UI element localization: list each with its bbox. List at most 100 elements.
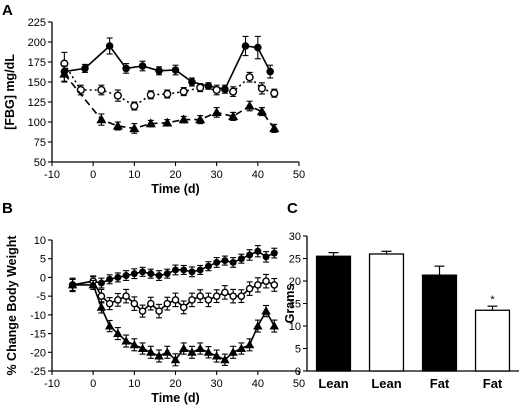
panel-b-series-3-triangle-point	[67, 280, 78, 289]
panel-b-x-tick-label: 10	[128, 378, 140, 390]
panel-c-category-label: Fat	[430, 376, 450, 391]
panel-c-bar	[315, 255, 352, 372]
panel-b-series-1-filled-circle-point	[246, 251, 254, 259]
panel-b-y-tick-label: -15	[30, 329, 46, 341]
panel-c-chart: 0 5 10 15 20 25 30 Grams Lean Lean Fat Fat *	[283, 231, 519, 391]
panel-a-series-3-triangle-point	[59, 68, 70, 78]
panel-a-series-1-filled-circle-point	[105, 42, 114, 50]
panel-a-x-tick-label: -10	[44, 169, 60, 181]
panel-a-series-3-triangle-point	[195, 114, 206, 124]
panel-b-y-tick-label: -5	[36, 291, 46, 303]
panel-b-x-tick-label: 50	[293, 378, 305, 390]
panel-a-series-1-filled-circle-point	[122, 64, 130, 73]
panel-a-series-3-triangle-point	[96, 114, 107, 124]
panel-a-series-3-triangle-point	[256, 106, 268, 116]
panel-b-series-2-open-circle-point	[229, 292, 237, 300]
panel-b-series-3-triangle-point	[179, 343, 189, 352]
panel-b-series-1-filled-circle-point	[155, 272, 163, 280]
panel-b-letter: B	[2, 200, 13, 217]
panel-b-y-axis-title: % Change Body Weight	[5, 235, 19, 376]
panel-a-series-3-triangle-point	[145, 118, 156, 128]
panel-c-significance-mark: *	[490, 294, 495, 306]
panel-a-series-1-filled-circle-point	[241, 42, 250, 50]
panel-b-series-2-open-circle-point	[221, 288, 229, 297]
panel-b-x-tick-label: 30	[211, 378, 223, 390]
panel-b-series-2-open-circle-point	[155, 307, 163, 315]
panel-a-series-3-triangle-point	[269, 123, 280, 133]
panel-b-series-1-filled-circle-point	[114, 273, 122, 281]
panel-a-series-2-open-circle-point	[196, 83, 205, 92]
panel-b-series-1-filled-circle-point	[97, 279, 105, 287]
panel-a-series-3-triangle-point	[211, 107, 222, 117]
panel-b-series-3-triangle-point	[203, 347, 214, 356]
panel-a-series-3-triangle-point	[162, 117, 173, 127]
panel-a-series-1-line	[64, 44, 271, 91]
panel-b-series-1-filled-circle-point	[188, 268, 196, 276]
panel-b-series-3-triangle-point	[113, 328, 123, 337]
panel-a-series-2-open-circle-point	[97, 85, 106, 95]
panel-a-series-2-open-circle-point	[163, 89, 172, 99]
panel-b-series-2-open-circle-point	[188, 296, 196, 304]
panel-b-series-1-filled-circle-point	[147, 270, 155, 278]
panel-c-y-tick-label: 20	[289, 276, 301, 288]
panel-c-bar	[421, 274, 458, 372]
panel-b-x-tick-label: -10	[44, 378, 60, 390]
panel-a-series-3-triangle-point	[129, 123, 140, 133]
panel-c-y-tick-label: 25	[289, 254, 301, 266]
panel-b-series-1-filled-circle-point	[172, 266, 179, 274]
panel-b-series-3-triangle-point	[162, 347, 172, 356]
panel-a-series-2-open-circle-point	[270, 89, 279, 98]
panel-b-series-2-open-circle-point	[270, 281, 279, 289]
panel-a-series-2-open-circle-point	[229, 87, 238, 96]
panel-a-series-3-triangle-point	[244, 100, 255, 110]
panel-a-series-1-filled-circle-point	[171, 66, 180, 74]
panel-a-series-1-filled-circle-point	[266, 67, 274, 76]
panel-b-series-1-filled-circle-point	[106, 275, 114, 283]
panel-b-series-3-triangle-point	[96, 302, 107, 311]
panel-b-x-tick-label: 0	[90, 378, 96, 390]
panel-b-x-tick-label: 40	[252, 378, 264, 390]
panel-a-series-1-filled-circle-point	[204, 82, 213, 90]
panel-b-series-2-open-circle-point	[171, 296, 180, 304]
panel-b-series-1-filled-circle-point	[163, 270, 171, 278]
panel-c-bar	[474, 309, 511, 372]
panel-b-series-3-triangle-point	[170, 354, 181, 364]
panel-b-y-tick-label: -20	[30, 347, 46, 359]
panel-c-bar	[368, 253, 405, 372]
panel-b-y-tick-label: 10	[34, 235, 46, 247]
panel-b-series-2-open-circle-point	[163, 299, 172, 308]
panel-a-series-1-filled-circle-point	[254, 43, 262, 52]
panel-b-y-tick-label: -25	[30, 366, 46, 378]
panel-b-y-tick-label: 5	[40, 254, 46, 266]
panel-b-y-tick-label: 0	[40, 272, 46, 284]
panel-c-letter: C	[287, 200, 298, 217]
panel-b-series-3-triangle-point	[146, 347, 156, 356]
panel-b-series-1-filled-circle-point	[213, 258, 221, 266]
panel-b-series-1-filled-circle-point	[196, 266, 204, 274]
panel-a-series-1-filled-circle-point	[138, 62, 147, 70]
panel-c-category-label: Lean	[371, 376, 401, 391]
panel-c-category-label: Lean	[318, 376, 348, 391]
panel-a-letter: A	[2, 2, 13, 19]
panel-b-series-3-triangle-point	[244, 339, 255, 349]
panel-b-series-2-open-circle-point	[254, 281, 262, 289]
panel-a-y-axis-title: [FBG] mg/dL	[3, 54, 17, 130]
panel-b-series-1-filled-circle-point	[180, 266, 188, 274]
panel-b-series-3-triangle-point	[228, 347, 238, 356]
panel-b-series-1-filled-circle-point	[270, 249, 278, 257]
panel-a-series-2-open-circle-point	[212, 85, 221, 95]
panel-c-category-label: Fat	[483, 376, 503, 391]
panel-b-series-3-triangle-point	[269, 321, 280, 330]
panel-b-series-2-open-circle-point	[204, 296, 213, 304]
panel-b-series-2-open-circle-point	[114, 296, 122, 304]
panel-b-series-1-filled-circle-point	[139, 268, 147, 276]
panel-a-x-tick-label: 40	[252, 169, 264, 181]
panel-a-series-3-triangle-point	[228, 111, 239, 121]
panel-b-series-3-triangle-point	[253, 321, 263, 330]
panel-b-series-2-open-circle-point	[130, 299, 139, 308]
panel-b-series-2-open-circle-point	[105, 299, 114, 308]
panel-b-series-3-triangle-point	[121, 336, 131, 345]
panel-b-series-1-filled-circle-point	[262, 253, 270, 261]
panel-b-series-3-triangle-point	[154, 351, 164, 360]
